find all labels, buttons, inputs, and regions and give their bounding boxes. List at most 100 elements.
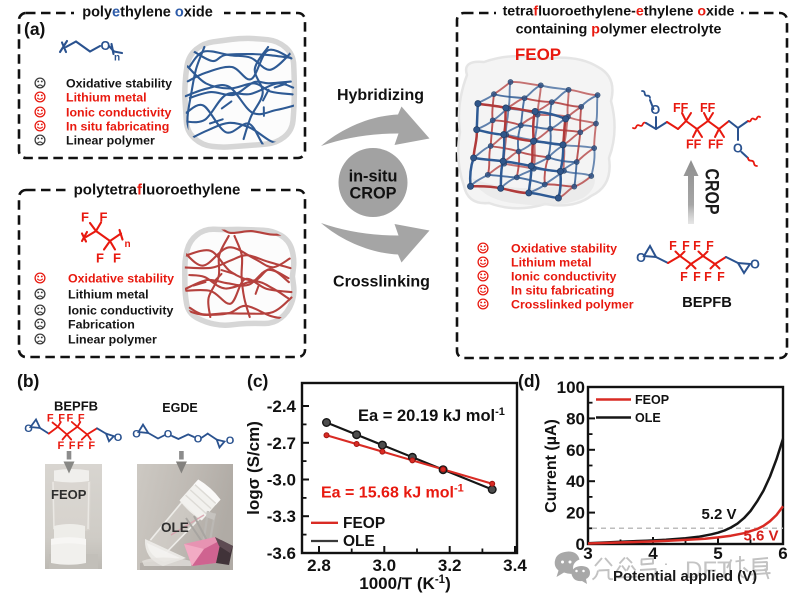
svg-text:F: F <box>58 440 65 452</box>
svg-text:FEOP: FEOP <box>515 45 561 64</box>
svg-text:n: n <box>114 53 120 64</box>
svg-text:Ea = 15.68 kJ mol-1: Ea = 15.68 kJ mol-1 <box>321 483 464 502</box>
svg-text:in-situ: in-situ <box>349 168 398 186</box>
svg-text:(d): (d) <box>518 371 540 391</box>
svg-text:Ionic conductivity: Ionic conductivity <box>66 105 171 119</box>
svg-text:Hybridizing: Hybridizing <box>337 87 424 104</box>
svg-text:Lithium metal: Lithium metal <box>511 255 592 269</box>
svg-text:O: O <box>636 251 646 265</box>
svg-text:F: F <box>67 413 74 425</box>
svg-text:-3.0: -3.0 <box>267 471 296 490</box>
svg-text:3: 3 <box>583 544 592 563</box>
svg-text:3.4: 3.4 <box>503 556 527 575</box>
svg-text:60: 60 <box>566 441 585 460</box>
svg-text:Linear polymer: Linear polymer <box>68 332 157 346</box>
svg-text:FEOP: FEOP <box>635 393 669 407</box>
svg-text:FF: FF <box>686 138 702 152</box>
svg-text:logσ (S/cm): logσ (S/cm) <box>244 421 263 515</box>
svg-text:0: 0 <box>576 535 585 554</box>
svg-text:Lithium metal: Lithium metal <box>68 287 149 301</box>
svg-text:5.6 V: 5.6 V <box>743 528 778 545</box>
svg-text:F: F <box>704 270 712 284</box>
svg-text:FF: FF <box>708 138 724 152</box>
svg-text:O: O <box>101 39 111 53</box>
svg-text:O: O <box>132 429 141 441</box>
svg-text:CROP: CROP <box>349 185 396 203</box>
svg-text:2.8: 2.8 <box>307 556 331 575</box>
svg-text:FF: FF <box>673 101 689 115</box>
svg-text:FEOP: FEOP <box>51 487 87 502</box>
svg-text:-3.3: -3.3 <box>267 507 296 526</box>
svg-text:OLE: OLE <box>161 520 189 535</box>
svg-text:F: F <box>669 239 677 253</box>
svg-text:-2.4: -2.4 <box>267 397 297 416</box>
svg-text:O: O <box>24 423 33 435</box>
svg-text:DFT: DFT <box>685 557 732 584</box>
svg-text:Ionic conductivity: Ionic conductivity <box>511 269 616 283</box>
svg-text:BEPFB: BEPFB <box>54 399 98 414</box>
svg-text:EGDE: EGDE <box>162 401 197 415</box>
svg-text:(b): (b) <box>17 371 39 391</box>
svg-text:O: O <box>164 429 173 441</box>
svg-text:Current (µA): Current (µA) <box>543 419 560 513</box>
svg-text:3.2: 3.2 <box>438 556 462 575</box>
svg-text:F: F <box>693 239 701 253</box>
svg-text:1000/T (K-1): 1000/T (K-1) <box>359 574 451 593</box>
svg-text:Lithium metal: Lithium metal <box>66 90 147 104</box>
svg-text:n: n <box>125 239 131 250</box>
svg-text:(c): (c) <box>247 371 268 391</box>
svg-text:4: 4 <box>648 544 658 563</box>
svg-text:FF: FF <box>700 101 716 115</box>
svg-text:Linear polymer: Linear polymer <box>66 133 155 147</box>
svg-text:F: F <box>680 270 688 284</box>
svg-text:Crosslinked polymer: Crosslinked polymer <box>511 297 634 311</box>
svg-text:F: F <box>77 440 84 452</box>
svg-text:F: F <box>706 239 714 253</box>
svg-text:Ea = 20.19 kJ mol-1: Ea = 20.19 kJ mol-1 <box>358 406 505 425</box>
svg-text:In situ fabricating: In situ fabricating <box>511 283 614 297</box>
svg-text:-2.7: -2.7 <box>267 434 296 453</box>
svg-text:Crosslinking: Crosslinking <box>333 274 430 291</box>
svg-text:100: 100 <box>557 378 585 397</box>
svg-text:containing polymer electrolyte: containing polymer electrolyte <box>516 22 722 38</box>
svg-text:F: F <box>88 440 95 452</box>
svg-text:O: O <box>733 142 743 156</box>
svg-text:BEPFB: BEPFB <box>682 295 732 311</box>
svg-text:3.0: 3.0 <box>372 556 396 575</box>
svg-text:FEOP: FEOP <box>343 515 385 532</box>
svg-text:(a): (a) <box>24 19 45 39</box>
svg-text:O: O <box>750 258 760 272</box>
svg-text:F: F <box>47 413 54 425</box>
svg-text:F: F <box>69 440 76 452</box>
svg-text:Fabrication: Fabrication <box>68 317 135 331</box>
svg-text:Oxidative stability: Oxidative stability <box>66 76 172 90</box>
svg-text:OLE: OLE <box>635 411 661 425</box>
svg-text:Ionic conductivity: Ionic conductivity <box>68 303 173 317</box>
svg-text:Oxidative stability: Oxidative stability <box>68 271 174 285</box>
svg-text:5: 5 <box>713 544 722 563</box>
svg-text:O: O <box>194 434 203 446</box>
svg-text:F: F <box>58 413 65 425</box>
svg-text:F: F <box>78 413 85 425</box>
svg-text:O: O <box>651 103 661 117</box>
svg-text:80: 80 <box>566 409 585 428</box>
svg-text:OLE: OLE <box>343 533 375 550</box>
svg-text:Potential applied (V): Potential applied (V) <box>613 568 757 585</box>
svg-text:CROP: CROP <box>701 169 722 215</box>
svg-text:5.2 V: 5.2 V <box>701 506 736 523</box>
svg-text:polytetrafluoroethylene: polytetrafluoroethylene <box>74 182 241 199</box>
svg-text:polyethylene oxide: polyethylene oxide <box>82 5 213 21</box>
svg-text:F: F <box>81 210 89 225</box>
svg-text:In situ fabricating: In situ fabricating <box>66 119 169 133</box>
svg-text:O: O <box>114 432 123 444</box>
svg-text:F: F <box>682 239 690 253</box>
svg-text:tetrafluoroethylene-ethylene o: tetrafluoroethylene-ethylene oxide <box>503 4 735 20</box>
svg-text:F: F <box>100 210 108 225</box>
svg-text:40: 40 <box>566 472 585 491</box>
svg-text:F: F <box>693 270 701 284</box>
svg-text:20: 20 <box>566 504 585 523</box>
svg-text:Oxidative stability: Oxidative stability <box>511 241 617 255</box>
svg-text:-3.6: -3.6 <box>267 544 296 563</box>
svg-text:F: F <box>96 251 104 266</box>
svg-text:F: F <box>717 270 725 284</box>
